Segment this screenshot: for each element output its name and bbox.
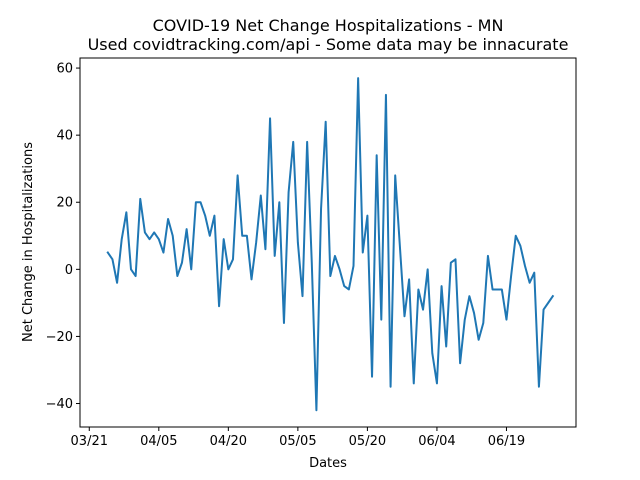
chart-title-line2: Used covidtracking.com/api - Some data m… [88,35,569,54]
y-tick-label: 60 [56,62,73,77]
y-axis: 60 40 20 0 −20 −40 [46,62,80,412]
x-tick-label: 04/20 [210,434,247,449]
series-line [106,77,555,412]
chart-title-line1: COVID-19 Net Change Hospitalizations - M… [153,16,504,35]
x-axis: 03/21 04/05 04/20 05/05 05/20 06/04 06/19 [71,427,525,449]
y-axis-label: Net Change in Hospitalizations [21,142,36,342]
x-tick-label: 05/20 [349,434,386,449]
x-tick-label: 06/04 [418,434,455,449]
x-tick-label: 04/05 [140,434,177,449]
x-tick-label: 05/05 [279,434,316,449]
y-tick-label: 20 [56,196,73,211]
y-tick-label: 0 [65,263,73,278]
plot-area-frame [79,57,577,428]
y-tick-label: −20 [46,330,73,345]
y-tick-label: 40 [56,129,73,144]
x-tick-label: 03/21 [71,434,108,449]
y-tick-label: −40 [46,397,73,412]
x-axis-label: Dates [309,456,347,471]
x-tick-label: 06/19 [488,434,525,449]
